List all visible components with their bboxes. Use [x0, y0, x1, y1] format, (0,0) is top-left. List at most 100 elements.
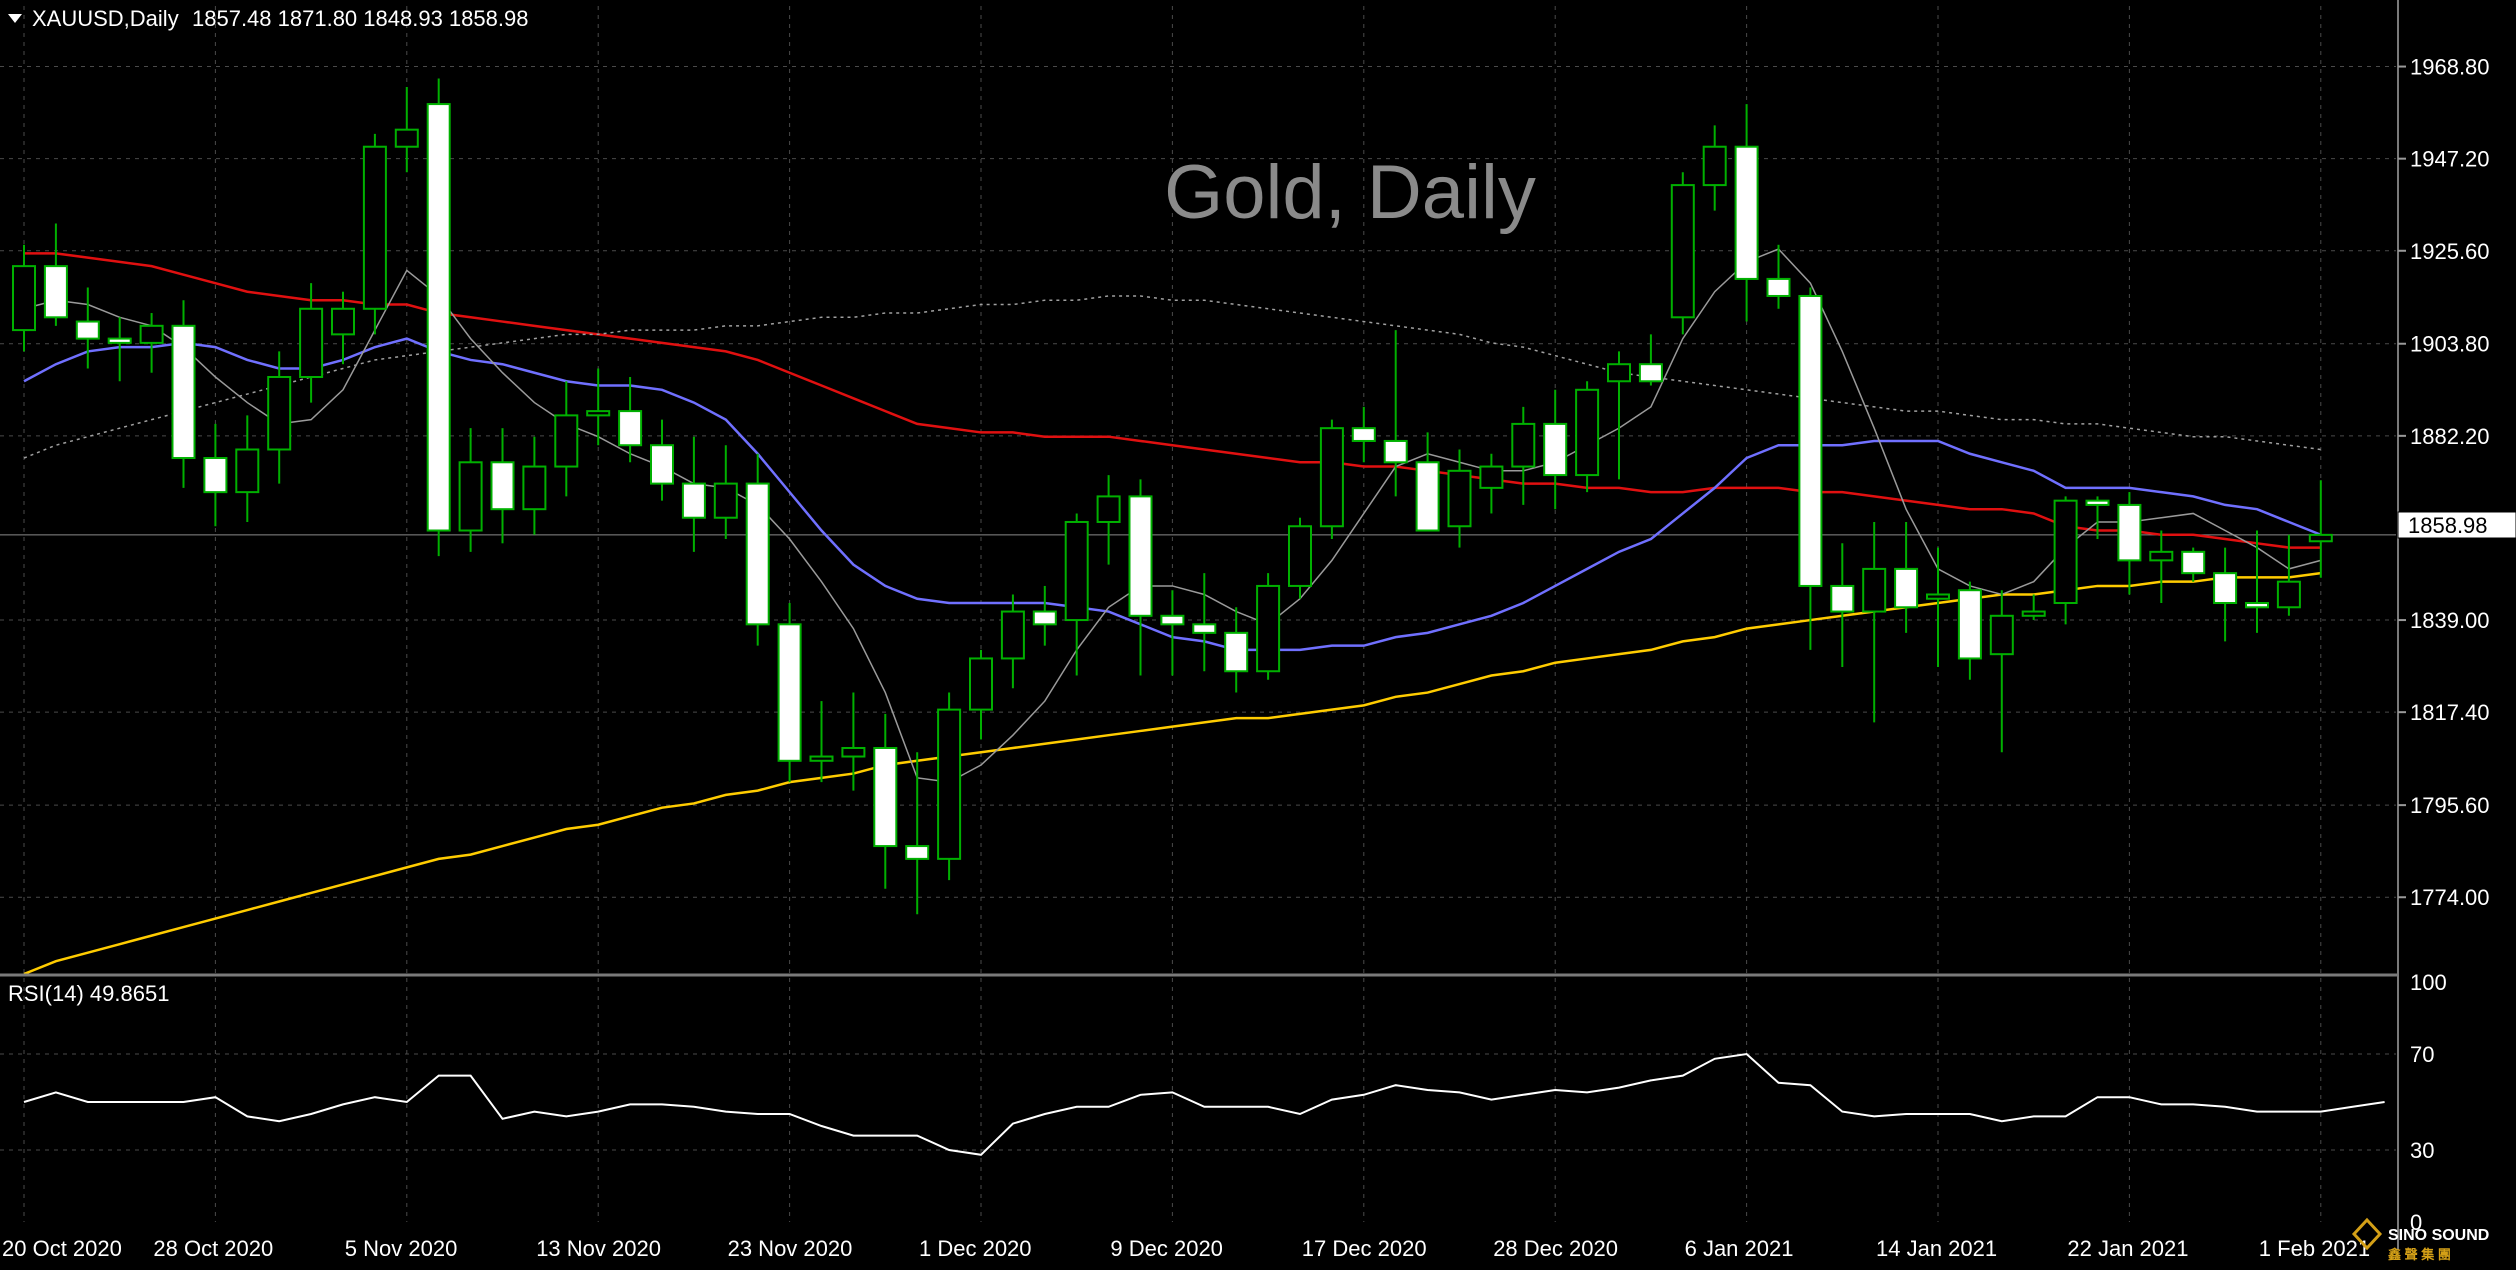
candle-bull [2021, 610, 2046, 617]
symbol-label: XAUUSD,Daily [32, 6, 179, 31]
candle-bull [267, 375, 292, 451]
current-price-box [2397, 511, 2516, 539]
candle-bull [969, 657, 993, 711]
candle-bear [75, 320, 100, 340]
price-tick-label: 1903.80 [2410, 332, 2490, 357]
date-tick-label: 28 Oct 2020 [153, 1236, 273, 1261]
date-tick-label: 17 Dec 2020 [1302, 1236, 1427, 1261]
candle-bull [1926, 593, 1950, 600]
date-tick-label: 6 Jan 2021 [1685, 1236, 1794, 1261]
price-tick-label: 1925.60 [2410, 239, 2490, 264]
rsi-tick-label: 0 [2410, 1210, 2422, 1235]
candle-bear [1766, 277, 1791, 297]
candle-bull [1575, 388, 1600, 477]
candle-bear [426, 103, 451, 532]
candle-bull [12, 265, 36, 332]
price-tick-label: 1968.80 [2410, 55, 2490, 80]
candle-bull [1989, 614, 2014, 656]
candle-bull [299, 307, 324, 378]
candle-bear [1351, 427, 1376, 442]
price-panel [12, 78, 2333, 976]
rsi-tick-label: 100 [2410, 970, 2447, 995]
candle-bear [1160, 614, 1185, 626]
candle-bull [1064, 520, 1089, 622]
candle-bull [1096, 495, 1121, 523]
candle-bear [745, 482, 770, 626]
price-tick-label: 1839.00 [2410, 608, 2490, 633]
candle-bull [1319, 427, 1344, 528]
candle-bull [2053, 499, 2078, 605]
candle-bear [618, 410, 643, 447]
candle-bull [841, 746, 866, 758]
candle-bull [809, 755, 834, 762]
candle-bear [777, 623, 802, 762]
candle-bull [554, 414, 579, 468]
candle-bear [2181, 550, 2206, 575]
candle-bull [1256, 584, 1281, 673]
candle-bull [362, 145, 387, 310]
candle-bear [2213, 572, 2238, 605]
candle-bull [2276, 580, 2301, 609]
candle-bull [1000, 610, 1025, 660]
sino-sound-logo: SINO SOUND 鑫 聲 集 團 [2351, 1217, 2489, 1262]
date-tick-label: 9 Dec 2020 [1110, 1236, 1223, 1261]
moving-average-line [24, 252, 2321, 549]
candle-bull [1511, 422, 1536, 468]
price-tick-label: 1882.20 [2410, 424, 2490, 449]
candle-bear [1798, 294, 1823, 587]
symbol-header[interactable]: XAUUSD,Daily 1857.48 1871.80 1848.93 185… [8, 6, 528, 31]
candle-bull [331, 307, 355, 336]
price-tick-label: 1947.20 [2410, 147, 2490, 172]
current-price-tag: 1858.98 [2397, 511, 2516, 539]
date-tick-label: 5 Nov 2020 [345, 1236, 458, 1261]
candle-bull [937, 708, 962, 860]
date-tick-label: 14 Jan 2021 [1876, 1236, 1997, 1261]
date-tick-label: 22 Jan 2021 [2067, 1236, 2188, 1261]
dropdown-triangle-icon[interactable] [8, 14, 22, 23]
logo-title: SINO SOUND [2388, 1227, 2489, 1244]
candle-bull [1447, 469, 1472, 528]
candle-bear [1957, 589, 1982, 660]
price-tick-label: 1795.60 [2410, 793, 2490, 818]
candle-bear [171, 324, 196, 460]
candle-bull [458, 461, 483, 532]
candle-bull [586, 410, 611, 417]
candle-bull [1479, 465, 1504, 489]
date-tick-label: 1 Feb 2021 [2259, 1236, 2370, 1261]
current-price-value: 1858.98 [2408, 513, 2488, 538]
candle-bear [2085, 499, 2110, 506]
candle-bear [1543, 422, 1568, 477]
rsi-tick-label: 70 [2410, 1042, 2434, 1067]
moving-average-line [23, 295, 2321, 459]
candle-bear [905, 845, 930, 860]
candle-bull [139, 324, 164, 344]
candle-bear [490, 461, 515, 511]
candle-bear [1383, 439, 1408, 464]
candle-bull [1702, 145, 1727, 187]
rsi-label: RSI(14) 49.8651 [8, 981, 169, 1006]
date-tick-label: 1 Dec 2020 [919, 1236, 1032, 1261]
rsi-panel [23, 1052, 2385, 1156]
candle-bull [713, 482, 738, 519]
candle-bear [2245, 602, 2269, 609]
logo-subtitle: 鑫 聲 集 團 [2387, 1247, 2451, 1262]
candle-bear [1415, 461, 1440, 532]
candle-bear [1192, 623, 1217, 634]
date-tick-label: 28 Dec 2020 [1493, 1236, 1618, 1261]
date-tick-label: 20 Oct 2020 [2, 1236, 122, 1261]
candle-bear [1128, 495, 1153, 617]
price-tick-label: 1774.00 [2410, 885, 2490, 910]
grid [0, 6, 2396, 1222]
ohlc-values: 1857.48 1871.80 1848.93 1858.98 [192, 6, 528, 31]
candle-bear [107, 337, 132, 344]
candle-bear [1830, 584, 1855, 613]
candle-bear [1032, 610, 1057, 626]
candle-bull [1288, 525, 1312, 587]
candle-bear [2117, 503, 2142, 562]
candle-bear [1894, 567, 1919, 609]
candle-bear [1638, 363, 1663, 383]
candle-bull [394, 128, 419, 148]
candle-bull [2149, 550, 2174, 562]
